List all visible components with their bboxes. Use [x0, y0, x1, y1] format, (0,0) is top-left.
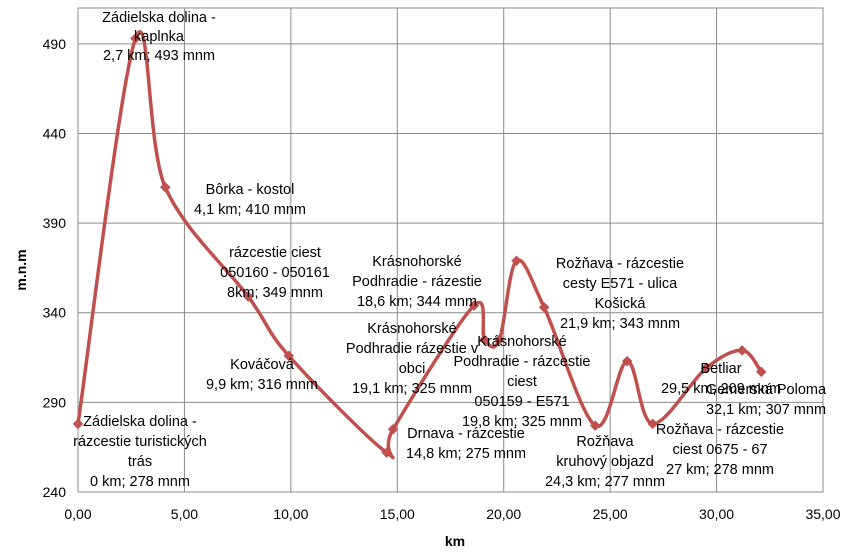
- data-label-line: Krásnohorské: [372, 254, 461, 270]
- data-label-line: 19,1 km; 325 mnm: [352, 381, 472, 397]
- data-point-marker: [621, 355, 633, 367]
- data-label-line: Podhradie - rázestie: [352, 274, 482, 290]
- x-tick-label: 10,00: [273, 506, 308, 522]
- data-label-line: 29,5 km; 209 mnm: [661, 381, 781, 397]
- data-label-line: Krásnohorské: [367, 321, 456, 337]
- data-label: Krásnohorské Podhradie rázestie v obci 19,1…: [346, 321, 479, 397]
- data-label-line: Podhradie rázestie v: [346, 341, 479, 357]
- data-label-line: Bôrka - kostol: [206, 182, 295, 198]
- data-label-line: Rožňava - rázcestie: [556, 256, 684, 272]
- data-label: Drnava - rázcestie 14,8 km; 275 mnm: [406, 426, 526, 462]
- data-label-line: 2,7 km; 493 mnm: [103, 48, 215, 64]
- y-tick-label: 490: [43, 36, 67, 52]
- data-label-line: Kováčová: [230, 357, 295, 373]
- data-point-marker: [283, 350, 295, 362]
- data-label-line: Betliar: [700, 361, 741, 377]
- data-label-line: 9,9 km; 316 mnm: [206, 377, 318, 393]
- data-label-line: Košická: [595, 296, 647, 312]
- data-label-line: Podhradie - rázcestie: [453, 354, 590, 370]
- data-point-marker: [479, 334, 490, 345]
- data-label-line: obci: [399, 361, 426, 377]
- data-label: rázcestie ciest 050160 - 050161 8km; 349 m…: [220, 245, 330, 301]
- data-point-marker: [387, 423, 399, 435]
- data-point-marker: [159, 181, 171, 193]
- gridlines: [77, 7, 824, 493]
- data-point-marker: [494, 334, 505, 345]
- data-point-marker: [511, 255, 522, 267]
- data-label: Rožňava - rázcestie ciest 0675 - 67 27 km;…: [656, 422, 784, 478]
- data-label: Gemerská Poloma 32,1 km; 307 mnm: [706, 382, 827, 418]
- data-label: Rožňava - rázcestie cesty E571 - ulica Koš…: [556, 256, 684, 332]
- data-label: Betliar 29,5 km; 209 mnm: [661, 361, 781, 397]
- data-point-marker: [242, 291, 254, 302]
- y-tick-label: 240: [43, 484, 67, 500]
- data-label-line: Rožňava: [576, 434, 634, 450]
- data-point-marker: [130, 33, 141, 44]
- annotations: Zádielska dolina - kaplnka 2,7 km; 493 mnm…: [73, 10, 827, 490]
- data-point-marker: [755, 366, 767, 378]
- data-label-line: Rožňava - rázcestie: [656, 422, 784, 438]
- data-label-line: 050160 - 050161: [220, 265, 330, 281]
- data-label: Krásnohorské Podhradie - rázcestie ciest 05…: [453, 334, 590, 430]
- data-label-line: Gemerská Poloma: [706, 382, 827, 398]
- data-label: Bôrka - kostol 4,1 km; 410 mnm: [194, 182, 306, 218]
- y-axis-title: m.n.m: [13, 249, 29, 290]
- data-label-line: 050159 - E571: [474, 394, 569, 410]
- data-point-marker: [647, 418, 659, 430]
- data-label-line: 8km; 349 mnm: [227, 285, 323, 301]
- data-label-line: 18,6 km; 344 mnm: [357, 294, 477, 310]
- data-label-line: Krásnohorské: [477, 334, 566, 350]
- data-label: Zádielska dolina - kaplnka 2,7 km; 493 mnm: [102, 10, 216, 64]
- data-label-line: rázcestie ciest: [229, 245, 321, 261]
- y-tick-label: 340: [43, 305, 67, 321]
- x-tick-label: 15,00: [380, 506, 415, 522]
- data-label-line: rázcestie turistických: [73, 434, 207, 450]
- data-label-line: cesty E571 - ulica: [563, 276, 678, 292]
- plot-area-border: [77, 7, 824, 493]
- data-label-line: 19,8 km; 325 mnm: [462, 414, 582, 430]
- data-point-marker: [736, 345, 748, 356]
- series-line-group: [76, 30, 764, 460]
- x-tick-label: 35,00: [805, 506, 840, 522]
- data-label-line: ciest 0675 - 67: [672, 442, 767, 458]
- data-point-marker: [72, 418, 84, 430]
- y-tick-label: 390: [43, 215, 67, 231]
- data-label: Kováčová 9,9 km; 316 mnm: [206, 357, 318, 393]
- data-label-line: 4,1 km; 410 mnm: [194, 202, 306, 218]
- data-label-line: 27 km; 278 mnm: [666, 462, 774, 478]
- data-label-line: kruhový objazd: [556, 454, 654, 470]
- data-point-marker: [381, 447, 392, 458]
- markers: [72, 33, 767, 458]
- x-tick-label: 25,00: [593, 506, 628, 522]
- x-tick-labels: 0,00 5,00 10,00 15,00 20,00 25,00 30,00 35,00: [64, 506, 840, 522]
- x-tick-label: 20,00: [486, 506, 521, 522]
- data-label: Krásnohorské Podhradie - rázestie 18,6 km;…: [352, 254, 482, 310]
- x-tick-label: 5,00: [171, 506, 198, 522]
- data-label-line: ciest: [507, 374, 537, 390]
- data-label-line: Drnava - rázcestie: [407, 426, 525, 442]
- y-tick-labels: 240 290 340 390 440 490: [43, 36, 67, 500]
- x-tick-label: 30,00: [699, 506, 734, 522]
- y-tick-label: 440: [43, 125, 67, 141]
- data-label-line: kaplnka: [134, 29, 185, 45]
- data-label-line: Zádielska dolina -: [83, 414, 197, 430]
- data-label-line: trás: [128, 454, 152, 470]
- data-point-marker: [700, 362, 712, 374]
- y-tick-label: 290: [43, 394, 67, 410]
- series-line: [76, 30, 764, 460]
- data-label-line: 0 km; 278 mnm: [90, 474, 190, 490]
- data-label-line: 24,3 km; 277 mnm: [545, 474, 665, 490]
- data-label: Zádielska dolina - rázcestie turistických…: [73, 414, 207, 490]
- x-tick-label: 0,00: [64, 506, 91, 522]
- data-label: Rožňava kruhový objazd 24,3 km; 277 mnm: [545, 434, 665, 490]
- data-point-marker: [589, 420, 601, 432]
- data-point-marker: [468, 300, 480, 311]
- data-label-line: 32,1 km; 307 mnm: [706, 402, 826, 418]
- data-label-line: Zádielska dolina -: [102, 10, 216, 26]
- x-axis-title: km: [445, 533, 465, 549]
- data-label-line: 14,8 km; 275 mnm: [406, 446, 526, 462]
- data-point-marker: [538, 302, 550, 313]
- data-label-line: 21,9 km; 343 mnm: [560, 316, 680, 332]
